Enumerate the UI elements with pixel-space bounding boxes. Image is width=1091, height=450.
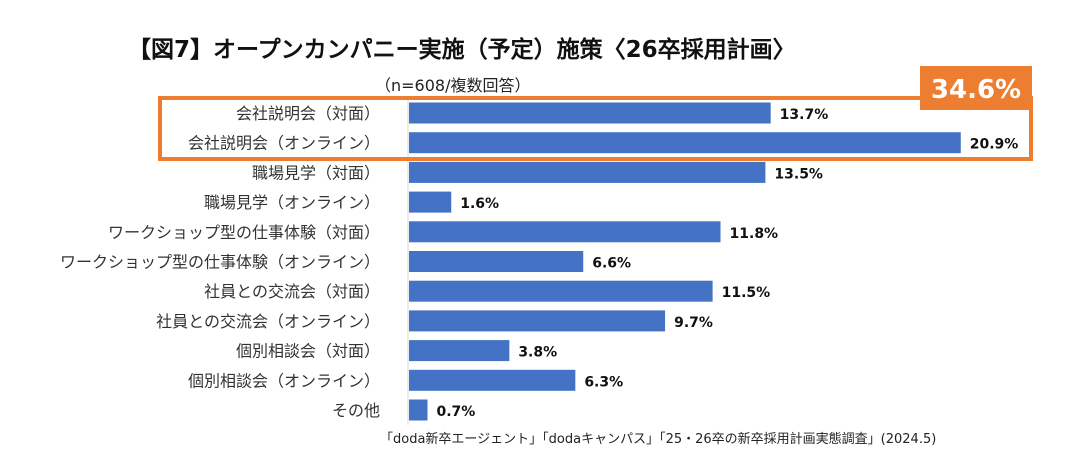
category-label: ワークショップ型の仕事体験（オンライン） — [60, 253, 380, 272]
highlight-box — [158, 96, 1033, 161]
data-label: 0.7% — [436, 404, 475, 420]
bar — [409, 221, 721, 243]
category-label: 職場見学（オンライン） — [204, 193, 380, 212]
data-label: 13.5% — [774, 166, 823, 182]
data-label: 11.8% — [730, 226, 779, 242]
bar — [409, 340, 510, 362]
bar — [409, 191, 452, 213]
category-label: 社員との交流会（対面） — [204, 282, 380, 301]
bar — [409, 310, 666, 332]
bar — [409, 399, 428, 421]
data-label: 6.3% — [584, 374, 623, 390]
chart-subtitle: （n=608/複数回答） — [375, 76, 531, 95]
category-label: 職場見学（対面） — [252, 163, 380, 182]
bar — [409, 102, 771, 124]
data-label: 6.6% — [592, 256, 631, 272]
chart-title: 【図7】オープンカンパニー実施（予定）施策〈26卒採用計画〉 — [128, 37, 796, 63]
data-label: 13.7% — [780, 107, 829, 123]
bar — [409, 161, 766, 183]
data-label: 9.7% — [674, 315, 713, 331]
bar — [409, 280, 713, 302]
category-label: 会社説明会（オンライン） — [188, 134, 380, 153]
highlight-badge — [920, 66, 1032, 110]
bar — [409, 251, 584, 272]
category-label: ワークショップ型の仕事体験（対面） — [108, 223, 380, 242]
category-label: 個別相談会（対面） — [236, 342, 380, 361]
highlight-total-label: 34.6% — [931, 75, 1021, 105]
data-label: 20.9% — [970, 137, 1019, 153]
bar — [409, 369, 576, 391]
source-note: 「doda新卒エージェント」「dodaキャンパス」「25・26卒の新卒採用計画実… — [380, 432, 937, 447]
category-label: 会社説明会（対面） — [236, 104, 380, 123]
bar — [409, 132, 961, 154]
data-label: 11.5% — [722, 285, 771, 301]
category-label: その他 — [332, 401, 380, 420]
category-label: 社員との交流会（オンライン） — [156, 312, 380, 331]
category-label: 個別相談会（オンライン） — [188, 371, 380, 390]
data-label: 1.6% — [460, 196, 499, 212]
data-label: 3.8% — [518, 345, 557, 361]
